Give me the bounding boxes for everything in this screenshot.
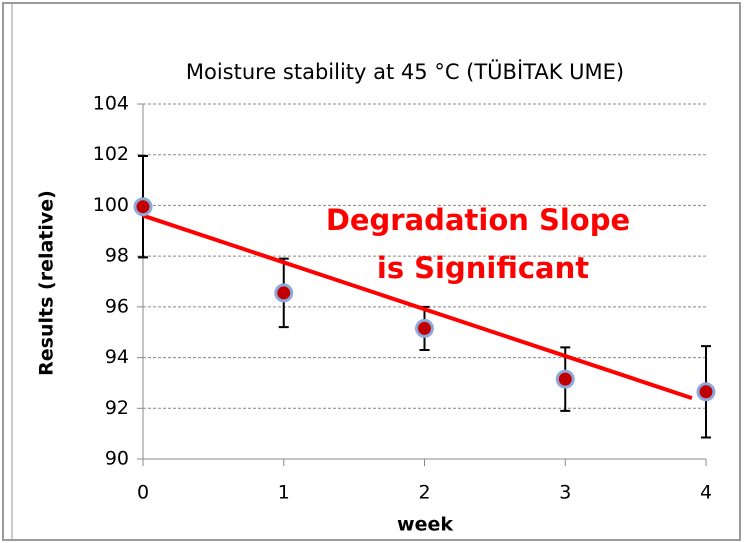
chart-title: Moisture stability at 45 °C (TÜBİTAK UME… [186,59,624,84]
data-point [133,197,153,217]
y-tick-label: 96 [105,295,129,317]
annotation: is Significant [377,251,589,285]
data-point [415,318,434,338]
y-tick-label: 98 [105,245,129,267]
y-axis-label: Results (relative) [36,190,58,376]
y-tick-label: 94 [105,346,129,368]
x-tick-label: 4 [700,482,712,504]
x-axis-label: week [397,514,453,536]
x-tick-label: 1 [278,482,290,504]
y-tick-label: 90 [105,448,129,470]
trend-line [142,213,693,401]
y-tick-label: 100 [93,194,129,216]
x-tick-label: 3 [559,482,571,504]
y-tick-label: 104 [93,93,129,115]
x-tick-label: 0 [137,482,149,504]
data-point [274,283,294,303]
x-tick-label: 2 [418,482,430,504]
data-point [696,382,716,402]
y-tick-label: 92 [105,397,129,419]
annotation: Degradation Slope [326,203,630,237]
y-tick-label: 102 [93,143,129,165]
data-point [555,369,575,389]
